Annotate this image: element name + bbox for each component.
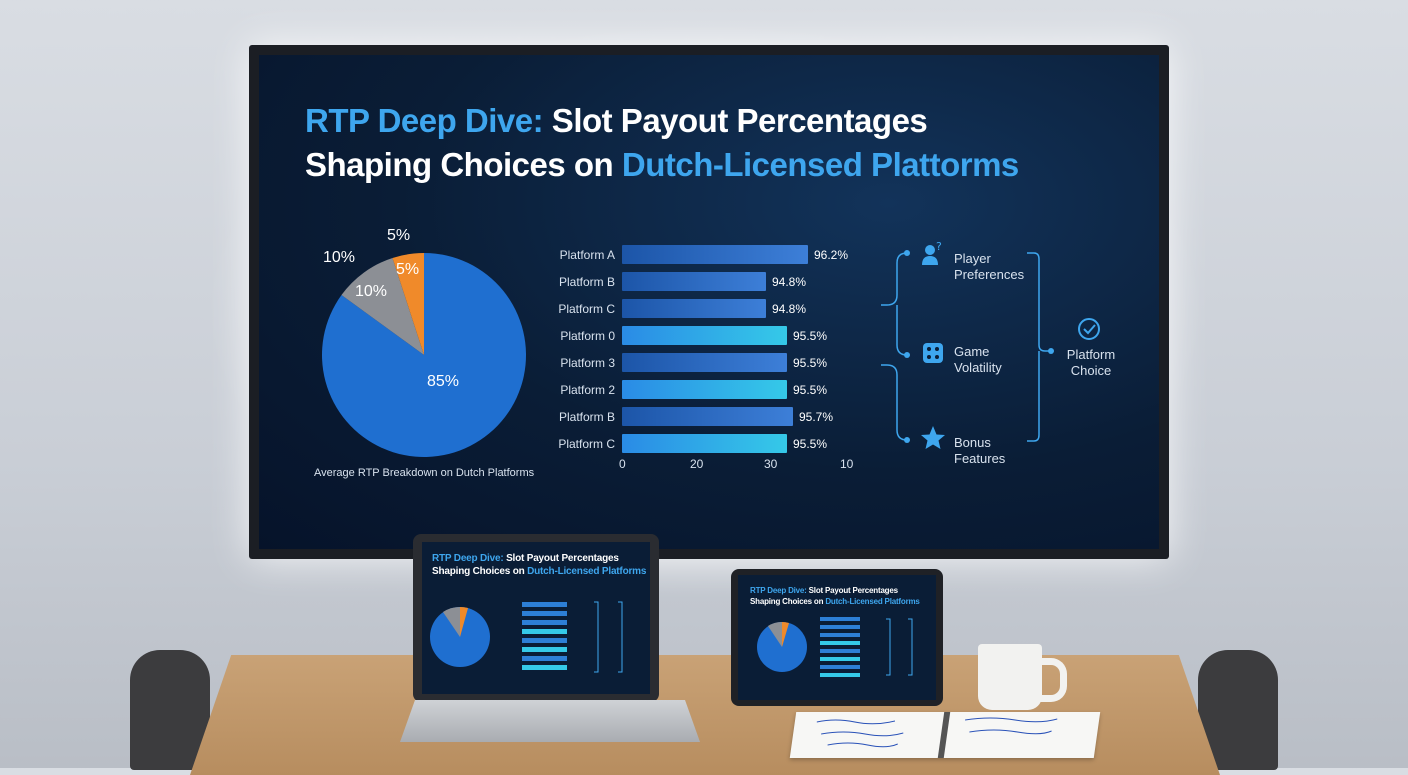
bar-value-label: 96.2% [814,248,849,262]
user-question-icon: ? [921,240,945,272]
coffee-mug [978,644,1042,710]
bar-category-label: Platform 0 [560,329,615,343]
star-icon [920,425,946,456]
laptop-chart-thumbnail [430,601,623,673]
slide-title: RTP Deep Dive: Slot Payout Percentages S… [305,99,1145,187]
svg-text:?: ? [936,241,942,253]
x-tick-1: 20 [690,457,704,471]
coffee-mug-handle [1036,658,1067,702]
bar-value-label: 95.5% [793,437,828,451]
bar [622,434,787,453]
factor-label-line2: Volatility [954,360,1002,375]
result-platform-choice: Platform Choice [1061,347,1121,379]
bar [622,326,787,345]
bar [622,353,787,372]
bar [622,299,766,318]
title-highlight-2: Dutch-Licensed Plattorms [621,146,1019,183]
pie-slice-label-5: 5% [396,261,420,278]
factor-label-line1: Bonus [954,435,991,450]
laptop-keyboard-base [400,700,700,742]
factor-label-line1: Player [954,251,991,266]
check-circle-icon [1077,317,1101,346]
x-tick-2: 30 [764,457,778,471]
factor-game-volatility: Game Volatility [954,344,1002,376]
tablet-title-pre2: Shaping Choices on [750,597,826,606]
laptop-title-hl2: Dutch-Licensed Platforms [527,566,647,577]
laptop-title-rest1: Slot Payout Percentages [503,553,619,564]
pie-chart [309,225,539,470]
bar [622,245,808,264]
x-tick-3: 10 [840,457,854,471]
notebook [789,712,1101,758]
factor-player-preferences: Player Preferences [954,251,1024,283]
tablet: RTP Deep Dive: Slot Payout Percentages S… [731,569,943,706]
wall-tv: RTP Deep Dive: Slot Payout Percentages S… [249,45,1169,559]
tablet-chart-thumbnail [757,617,913,677]
result-label-line1: Platform [1066,347,1116,362]
bar-value-label: 95.5% [793,356,828,370]
pie-svg [322,253,526,457]
pie-caption: Average RTP Breakdown on Dutch Platforms [314,467,535,479]
bar-value-label: 94.8% [772,275,807,289]
chair-left [130,650,210,770]
pie-slice-label-85: 85% [427,373,460,390]
factors-diagram: ? Player Preferences Game Volatility Bon… [879,240,1159,475]
tv-screen: RTP Deep Dive: Slot Payout Percentages S… [259,55,1159,549]
bar-category-label: Platform 3 [560,356,615,370]
factors-connectors [881,250,1054,443]
pie-slice-label-10: 10% [355,283,388,300]
laptop-title-pre2: Shaping Choices on [432,566,528,577]
notebook-handwriting [816,717,1058,748]
factor-bonus-features: Bonus Features [954,435,1005,467]
bar-value-label: 95.5% [793,383,828,397]
title-pre-2: Shaping Choices on [305,146,622,183]
dice-icon [922,342,944,369]
laptop-screen: RTP Deep Dive: Slot Payout Percentages S… [422,542,650,694]
bar-value-label: 95.5% [793,329,828,343]
bar-value-label: 94.8% [772,302,807,316]
bar-category-label: Platform B [558,275,615,289]
tablet-title-hl2: Dutch-Licensed Platforms [825,597,920,606]
bar-category-label: Platform C [558,437,615,451]
pie-slice-5 [392,253,424,355]
laptop: RTP Deep Dive: Slot Payout Percentages S… [413,534,659,702]
pie-outer-label-5: 5% [387,227,411,244]
laptop-title-hl1: RTP Deep Dive: [432,553,504,564]
pie-slice-10 [341,257,424,355]
bar [622,407,793,426]
factor-label-line2: Preferences [954,267,1025,282]
x-tick-0: 0 [619,457,626,471]
bar [622,272,766,291]
result-label-line2: Choice [1070,363,1112,378]
tablet-title-rest1: Slot Payout Percentages [806,586,898,595]
tablet-slide-title: RTP Deep Dive: Slot Payout Percentages S… [750,585,920,607]
pie-outer-label-10: 10% [323,249,356,266]
factor-label-line2: Features [954,451,1006,466]
bar-category-label: Platform B [558,410,615,424]
title-rest-1: Slot Payout Percentages [543,102,928,139]
bar-category-label: Platform 2 [560,383,615,397]
bar-value-label: 95.7% [799,410,834,424]
bar-category-label: Platform A [559,248,615,262]
factor-label-line1: Game [954,344,990,359]
tablet-title-hl1: RTP Deep Dive: [750,586,807,595]
tablet-screen: RTP Deep Dive: Slot Payout Percentages S… [738,575,936,700]
bar [622,380,787,399]
title-highlight-1: RTP Deep Dive: [305,102,544,139]
bar-category-label: Platform C [558,302,615,316]
laptop-slide-title: RTP Deep Dive: Slot Payout Percentages S… [432,552,646,578]
